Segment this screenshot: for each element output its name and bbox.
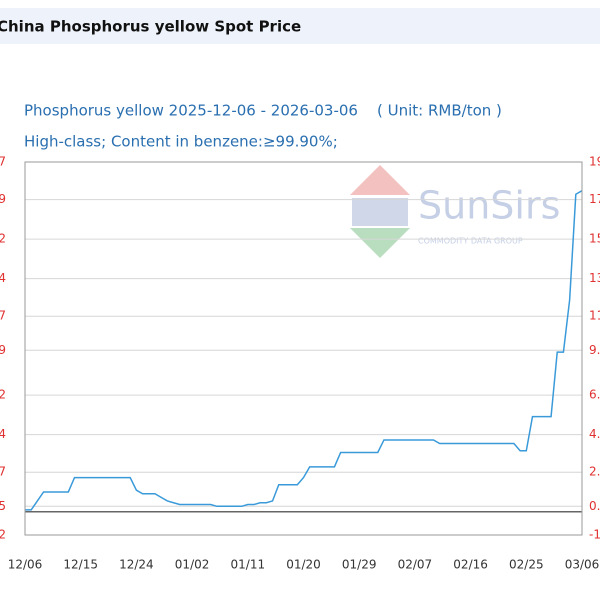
- y-tick-label: 19: [589, 155, 600, 169]
- y2-tick-label: 4: [0, 271, 6, 285]
- watermark-sub: COMMODITY DATA GROUP: [418, 237, 523, 246]
- y-tick-label: 0.: [589, 499, 600, 513]
- watermark: SunSirs: [418, 184, 560, 228]
- x-tick-label: 12/24: [119, 558, 154, 572]
- y-tick-label: 6.: [589, 388, 600, 402]
- subtitle: Phosphorus yellow 2025-12-06 - 2026-03-0…: [24, 102, 502, 120]
- y-tick-label: 9.: [589, 343, 600, 357]
- y2-tick-label: 7: [0, 155, 6, 169]
- x-tick-label: 01/02: [175, 558, 210, 572]
- x-tick-label: 02/25: [509, 558, 544, 572]
- y2-tick-label: 5: [0, 499, 6, 513]
- x-tick-label: 02/16: [453, 558, 488, 572]
- y-tick-label: 4.: [589, 427, 600, 441]
- y2-tick-label: 9: [0, 192, 6, 206]
- y2-tick-label: 4: [0, 427, 6, 441]
- y2-tick-label: 2: [0, 388, 6, 402]
- x-tick-label: 01/29: [342, 558, 377, 572]
- note: High-class; Content in benzene:≥99.90%;: [24, 133, 338, 151]
- y-tick-label: 11: [589, 309, 600, 323]
- watermark-logo: [350, 165, 410, 258]
- x-tick-label: 12/15: [63, 558, 98, 572]
- x-tick-label: 01/20: [286, 558, 321, 572]
- y2-tick-label: 7: [0, 465, 6, 479]
- x-tick-label: 12/06: [8, 558, 43, 572]
- y2-tick-label: 2: [0, 528, 6, 542]
- y-tick-label: 15: [589, 232, 600, 246]
- x-tick-label: 03/06: [565, 558, 600, 572]
- header-bar: [0, 8, 600, 44]
- y2-tick-label: 9: [0, 343, 6, 357]
- y-tick-label: 13: [589, 271, 600, 285]
- plot-frame: [24, 161, 583, 536]
- data-line: [25, 190, 583, 511]
- x-tick-label: 01/11: [231, 558, 266, 572]
- y-tick-label: -1: [589, 528, 600, 542]
- y2-tick-label: 7: [0, 309, 6, 323]
- y2-tick-label: 2: [0, 232, 6, 246]
- y-tick-label: 17: [589, 192, 600, 206]
- chart-title: China Phosphorus yellow Spot Price: [0, 18, 301, 36]
- y-tick-label: 2.: [589, 465, 600, 479]
- x-tick-label: 02/07: [398, 558, 433, 572]
